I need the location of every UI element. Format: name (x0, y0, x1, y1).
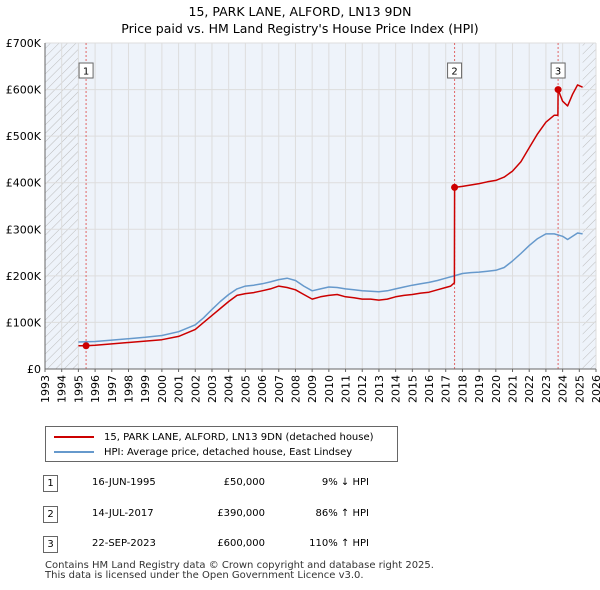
sale-price: £600,000 (217, 538, 265, 549)
x-tick-label: 2001 (173, 375, 186, 403)
y-tick-label: £300K (6, 223, 42, 236)
title-line-2: Price paid vs. HM Land Registry's House … (121, 21, 479, 36)
x-tick-label: 1997 (106, 375, 119, 403)
sale-label-box-3 (550, 62, 566, 79)
x-tick-label: 1999 (139, 375, 152, 403)
x-tick-label: 2018 (456, 375, 469, 403)
x-tick-label: 1998 (122, 375, 135, 403)
sale-label-box-2 (447, 62, 463, 79)
x-tick-label: 2007 (273, 375, 286, 403)
y-tick-label: £700K (6, 37, 42, 50)
x-tick-label: 2005 (239, 375, 252, 403)
x-tick-label: 2022 (523, 375, 536, 403)
x-tick-label: 2010 (323, 375, 336, 403)
legend-hpi-label: HPI: Average price, detached house, East… (104, 446, 353, 458)
x-tick-label: 2026 (590, 375, 600, 403)
x-tick-label: 2019 (473, 375, 486, 403)
x-tick-label: 2004 (223, 375, 236, 403)
sale-date: 22-SEP-2023 (92, 538, 156, 549)
footer-note: Contains HM Land Registry data © Crown c… (45, 561, 434, 581)
sale-label-1: 1 (83, 67, 89, 78)
x-tick-label: 2015 (406, 375, 419, 403)
sale-hpi-change: 110% ↑ HPI (309, 538, 369, 549)
sale-point-1 (82, 342, 90, 350)
sale-price: £50,000 (223, 477, 265, 488)
x-tick-label: 2025 (573, 375, 586, 403)
hatched-region-right (582, 43, 596, 369)
x-tick-label: 2021 (507, 375, 520, 403)
x-tick-label: 1994 (56, 375, 69, 403)
sale-row-1: 1 16-JUN-1995 £50,000 9% ↓ HPI (0, 475, 600, 493)
x-tick-label: 2014 (390, 375, 403, 403)
sale-row-2: 2 14-JUL-2017 £390,000 86% ↑ HPI (0, 506, 600, 524)
sale-price: £390,000 (217, 508, 265, 519)
x-tick-label: 2008 (289, 375, 302, 403)
x-tick-label: 1995 (72, 375, 85, 403)
x-tick-label: 2000 (156, 375, 169, 403)
price-chart: 1 2 3 £0 £100K £200K £300K £400K £500K £600K £700K… (6, 37, 600, 403)
hpi-line (78, 232, 583, 343)
y-tick-label: £600K (6, 84, 42, 97)
sale-hpi-change: 9% ↓ HPI (321, 477, 369, 488)
sale-number-badge: 1 (43, 475, 58, 492)
x-tick-label: 2013 (373, 375, 386, 403)
title-line-1: 15, PARK LANE, ALFORD, LN13 9DN (188, 4, 412, 19)
y-tick-label: £200K (6, 270, 42, 283)
sale-label-2: 2 (451, 67, 457, 78)
sale-label-3: 3 (555, 67, 561, 78)
x-tick-label: 2003 (206, 375, 219, 403)
x-tick-label: 2016 (423, 375, 436, 403)
y-tick-label: £400K (6, 177, 42, 190)
x-tick-label: 2017 (440, 375, 453, 403)
sale-date: 16-JUN-1995 (92, 477, 156, 488)
y-tick-label: £100K (6, 316, 42, 329)
sale-point-2 (451, 183, 459, 191)
x-tick-label: 2006 (256, 375, 269, 403)
y-tick-label: £0 (27, 363, 41, 376)
sale-point-3 (554, 86, 562, 94)
sale-label-box-1 (78, 62, 94, 79)
x-tick-label: 2024 (557, 375, 570, 403)
sale-date: 14-JUL-2017 (92, 508, 154, 519)
x-tick-label: 2023 (540, 375, 553, 403)
chart-title: 15, PARK LANE, ALFORD, LN13 9DN Price pa… (0, 3, 600, 37)
footer-line-2: This data is licensed under the Open Gov… (45, 570, 364, 581)
x-tick-label: 1993 (39, 375, 52, 403)
y-tick-label: £500K (6, 130, 42, 143)
plot-area (45, 43, 596, 369)
x-tick-label: 2002 (189, 375, 202, 403)
sale-number-badge: 3 (43, 536, 58, 553)
legend-item-hpi: HPI: Average price, detached house, East… (54, 445, 352, 459)
footer-line-1: Contains HM Land Registry data © Crown c… (45, 560, 434, 571)
sale-hpi-change: 86% ↑ HPI (315, 508, 369, 519)
price-paid-line (78, 84, 583, 347)
legend-price-label: 15, PARK LANE, ALFORD, LN13 9DN (detache… (104, 431, 374, 443)
legend-hpi-swatch (54, 451, 94, 453)
x-tick-label: 2011 (340, 375, 353, 403)
x-tick-label: 2009 (306, 375, 319, 403)
x-tick-label: 2020 (490, 375, 503, 403)
x-tick-label: 2012 (356, 375, 369, 403)
x-tick-label: 1996 (89, 375, 102, 403)
sale-row-3: 3 22-SEP-2023 £600,000 110% ↑ HPI (0, 536, 600, 554)
sale-number-badge: 2 (43, 506, 58, 523)
legend-item-price: 15, PARK LANE, ALFORD, LN13 9DN (detache… (54, 430, 374, 444)
legend: 15, PARK LANE, ALFORD, LN13 9DN (detache… (45, 426, 398, 462)
legend-price-swatch (54, 436, 94, 438)
